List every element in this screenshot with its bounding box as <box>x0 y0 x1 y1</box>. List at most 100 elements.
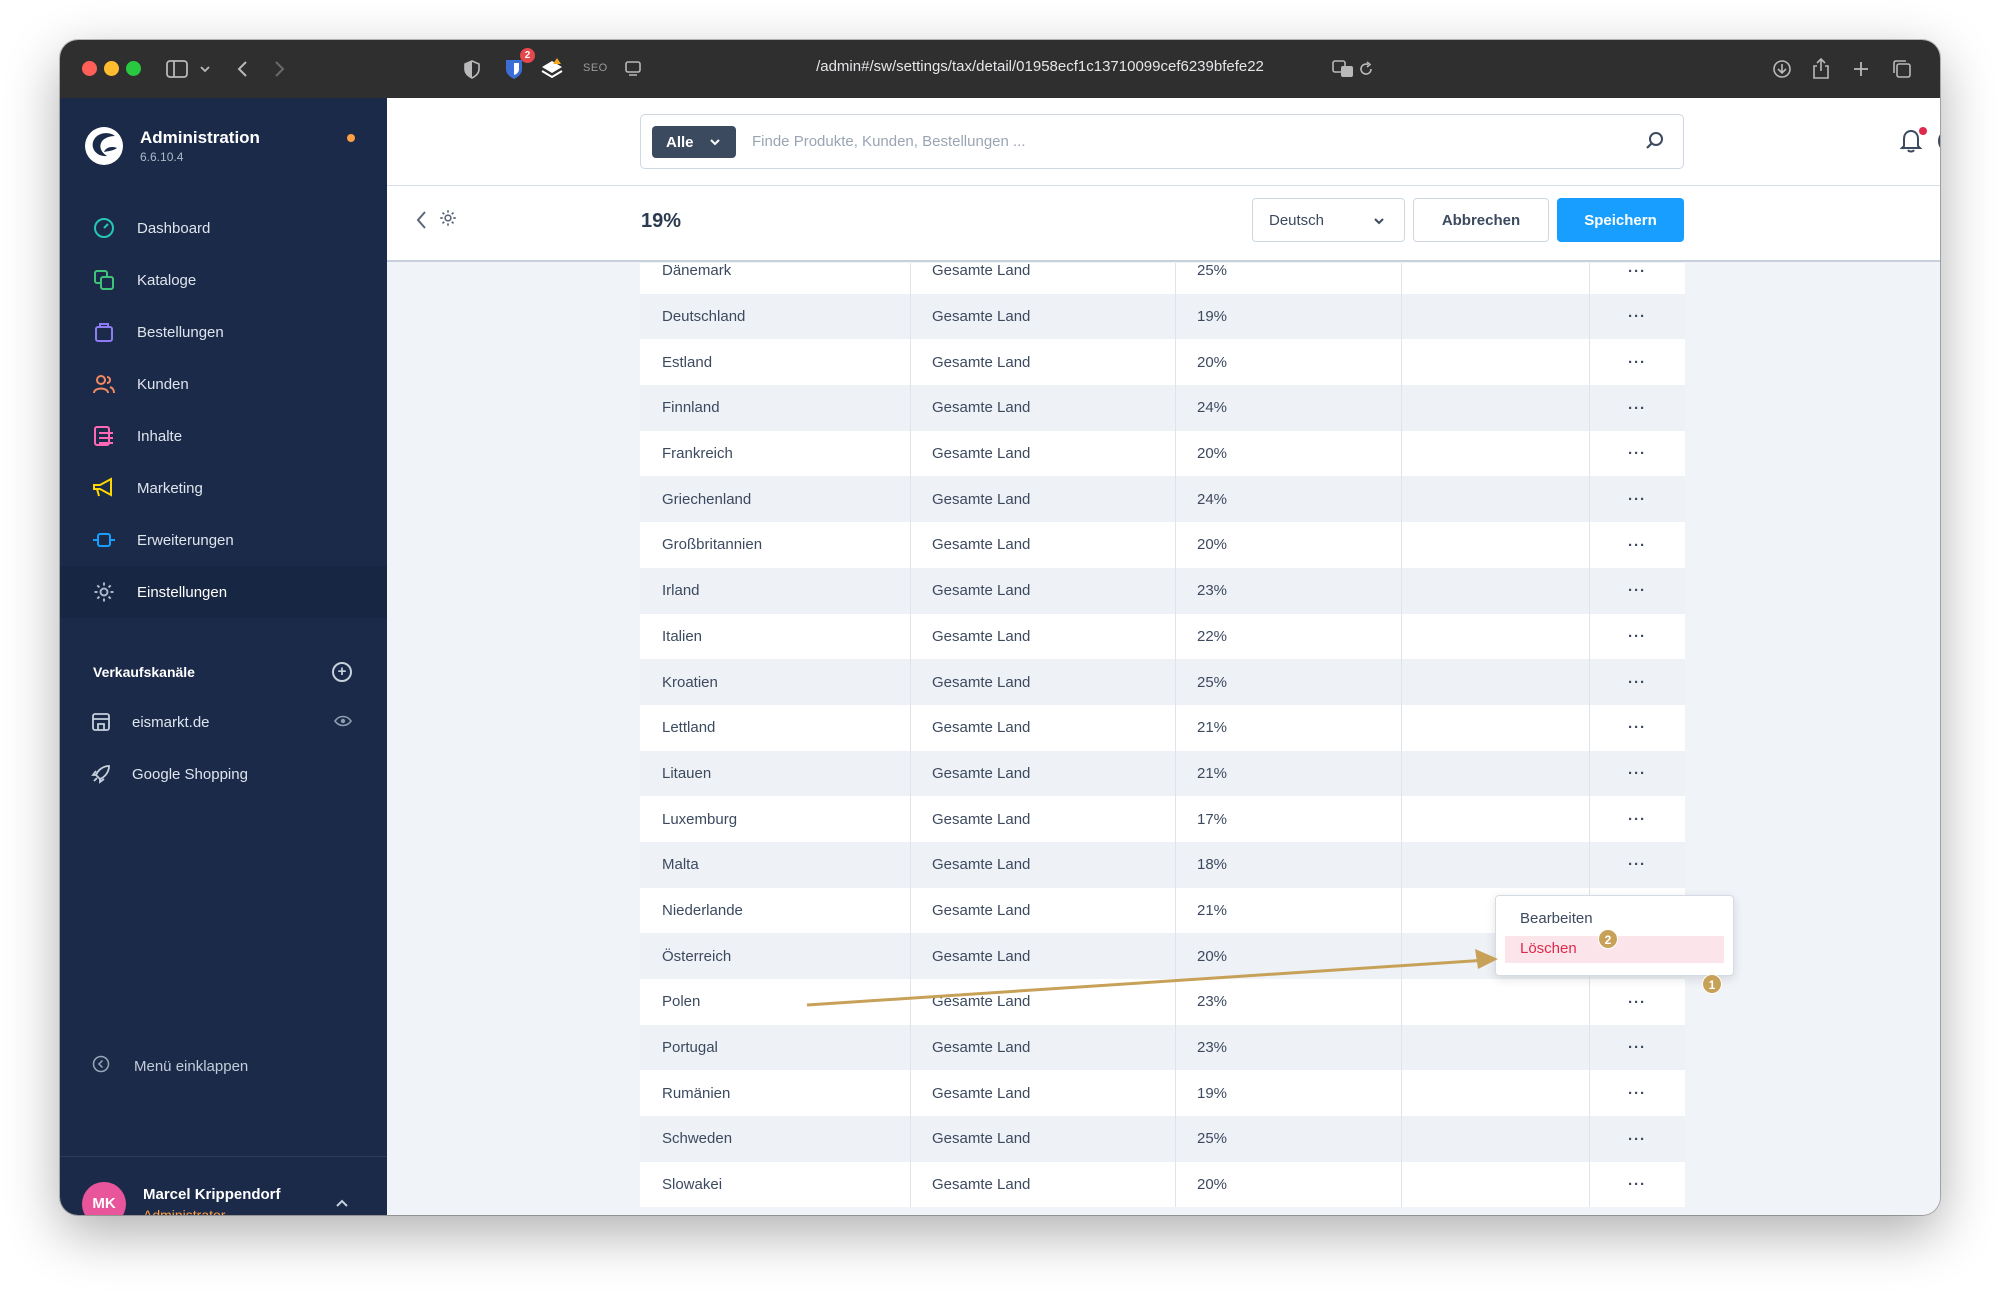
forward-nav-icon[interactable] <box>274 54 286 84</box>
row-actions-button[interactable]: ··· <box>1628 993 1646 1011</box>
sidebar-item-einstellungen[interactable]: Einstellungen <box>60 566 387 618</box>
context-menu-delete[interactable]: Löschen <box>1520 940 1577 957</box>
eye-icon[interactable] <box>334 714 352 731</box>
sidebar-item-kataloge[interactable]: Kataloge <box>60 254 387 306</box>
row-actions-button[interactable]: ··· <box>1628 263 1646 280</box>
collapse-menu-button[interactable]: Menü einklappen <box>60 1046 387 1086</box>
sidebar-item-kunden[interactable]: Kunden <box>60 358 387 410</box>
cell-country: Lettland <box>662 719 716 737</box>
row-actions-button[interactable]: ··· <box>1628 536 1646 554</box>
column-divider <box>1175 293 1176 340</box>
search-input[interactable]: Finde Produkte, Kunden, Bestellungen ... <box>752 133 1026 150</box>
row-actions-button[interactable]: ··· <box>1628 353 1646 371</box>
reload-icon[interactable] <box>1358 54 1374 84</box>
language-select[interactable]: Deutsch <box>1252 198 1405 242</box>
new-tab-icon[interactable] <box>1852 54 1870 84</box>
row-actions-button[interactable]: ··· <box>1628 582 1646 600</box>
row-actions-button[interactable]: ··· <box>1628 719 1646 737</box>
back-arrow-icon[interactable] <box>415 210 427 235</box>
cell-area: Gesamte Land <box>932 1039 1031 1057</box>
reader-icon[interactable] <box>625 54 641 84</box>
sales-channel-label: eismarkt.de <box>132 713 210 731</box>
table-row: Finnland Gesamte Land 24% ··· <box>640 385 1685 431</box>
row-actions-button[interactable]: ··· <box>1628 490 1646 508</box>
row-actions-button[interactable]: ··· <box>1628 810 1646 828</box>
sidebar-item-label: Erweiterungen <box>137 531 234 549</box>
global-search[interactable]: Alle Finde Produkte, Kunden, Bestellunge… <box>640 114 1684 169</box>
row-actions-button[interactable]: ··· <box>1628 308 1646 326</box>
row-actions-button[interactable]: ··· <box>1628 1130 1646 1148</box>
context-menu-edit[interactable]: Bearbeiten <box>1520 910 1593 927</box>
sales-channel-google-shopping[interactable]: Google Shopping <box>60 752 387 796</box>
sidebar-item-dashboard[interactable]: Dashboard <box>60 202 387 254</box>
cell-country: Slowakei <box>662 1176 723 1194</box>
row-actions-button[interactable]: ··· <box>1628 1084 1646 1102</box>
row-actions-button[interactable]: ··· <box>1628 1176 1646 1194</box>
column-divider <box>910 979 911 1025</box>
close-window-button[interactable] <box>82 61 97 76</box>
zoom-window-button[interactable] <box>126 61 141 76</box>
column-divider <box>1175 613 1176 660</box>
sidebar-item-marketing[interactable]: Marketing <box>60 462 387 514</box>
sidebar-item-label: Dashboard <box>137 219 211 237</box>
chevron-up-icon[interactable] <box>336 1194 348 1212</box>
table-row: Luxemburg Gesamte Land 17% ··· <box>640 796 1685 842</box>
share-icon[interactable] <box>1812 54 1830 84</box>
rocket-icon <box>90 763 112 785</box>
column-divider <box>910 1070 911 1117</box>
row-actions-button[interactable]: ··· <box>1628 628 1646 645</box>
column-divider <box>1589 841 1590 888</box>
search-type-select[interactable]: Alle <box>652 126 736 158</box>
save-button[interactable]: Speichern <box>1557 198 1684 242</box>
column-divider <box>1589 1116 1590 1162</box>
row-actions-button[interactable]: ··· <box>1628 399 1646 417</box>
sidebar-item-bestellungen[interactable]: Bestellungen <box>60 306 387 358</box>
column-divider <box>910 1116 911 1162</box>
table-row: Estland Gesamte Land 20% ··· <box>640 339 1685 386</box>
chevron-down-icon[interactable] <box>200 54 210 84</box>
sidebar-item-erweiterungen[interactable]: Erweiterungen <box>60 514 387 566</box>
sidebar-item-inhalte[interactable]: Inhalte <box>60 410 387 462</box>
avatar[interactable]: MK <box>82 1182 126 1215</box>
bell-icon[interactable] <box>1899 128 1923 159</box>
download-icon[interactable] <box>1772 54 1792 84</box>
cell-area: Gesamte Land <box>932 856 1031 874</box>
column-divider <box>1589 979 1590 1025</box>
sidebar-toggle-icon[interactable] <box>166 54 188 84</box>
column-divider <box>1401 1070 1402 1117</box>
notification-dot <box>1919 127 1927 135</box>
row-actions-button[interactable]: ··· <box>1628 1039 1646 1057</box>
minimize-window-button[interactable] <box>104 61 119 76</box>
layers-extension-icon[interactable] <box>540 54 564 84</box>
tax-rules-table: Dänemark Gesamte Land 25% ··· Deutschland Ges… <box>640 263 1685 1208</box>
address-bar-url[interactable]: /admin#/sw/settings/tax/detail/01958ecf1… <box>816 58 1264 75</box>
column-divider <box>1401 796 1402 842</box>
search-icon[interactable] <box>1644 130 1666 157</box>
cancel-button[interactable]: Abbrechen <box>1413 198 1549 242</box>
seo-extension-label[interactable]: SEO <box>583 62 608 74</box>
privacy-shield-icon[interactable] <box>464 54 480 84</box>
table-row: Griechenland Gesamte Land 24% ··· <box>640 476 1685 523</box>
sales-channel-eismarkt[interactable]: eismarkt.de <box>60 700 387 744</box>
back-nav-icon[interactable] <box>236 54 248 84</box>
shopware-logo-icon[interactable] <box>84 126 124 166</box>
settings-gear-icon[interactable] <box>439 209 457 232</box>
annotation-marker-2: 2 <box>1598 929 1618 949</box>
user-name[interactable]: Marcel Krippendorf <box>143 1186 281 1203</box>
row-actions-button[interactable]: ··· <box>1628 765 1646 783</box>
row-actions-button[interactable]: ··· <box>1628 673 1646 691</box>
storefront-icon <box>90 711 112 733</box>
browser-toolbar: 2 SEO /admin#/sw/settings/tax/detail/019… <box>60 40 1940 98</box>
row-actions-button[interactable]: ··· <box>1628 445 1646 463</box>
bitwarden-extension-icon[interactable] <box>504 54 524 84</box>
tab-overview-icon[interactable] <box>1892 54 1912 84</box>
row-actions-button[interactable]: ··· <box>1628 856 1646 874</box>
add-sales-channel-button[interactable]: + <box>332 662 352 682</box>
column-divider <box>1175 887 1176 934</box>
users-icon <box>92 372 116 396</box>
annotation-marker-1: 1 <box>1702 974 1722 994</box>
help-icon[interactable] <box>1937 128 1940 159</box>
translate-icon[interactable] <box>1332 54 1354 84</box>
cell-country: Polen <box>662 993 701 1011</box>
cell-area: Gesamte Land <box>932 673 1031 691</box>
